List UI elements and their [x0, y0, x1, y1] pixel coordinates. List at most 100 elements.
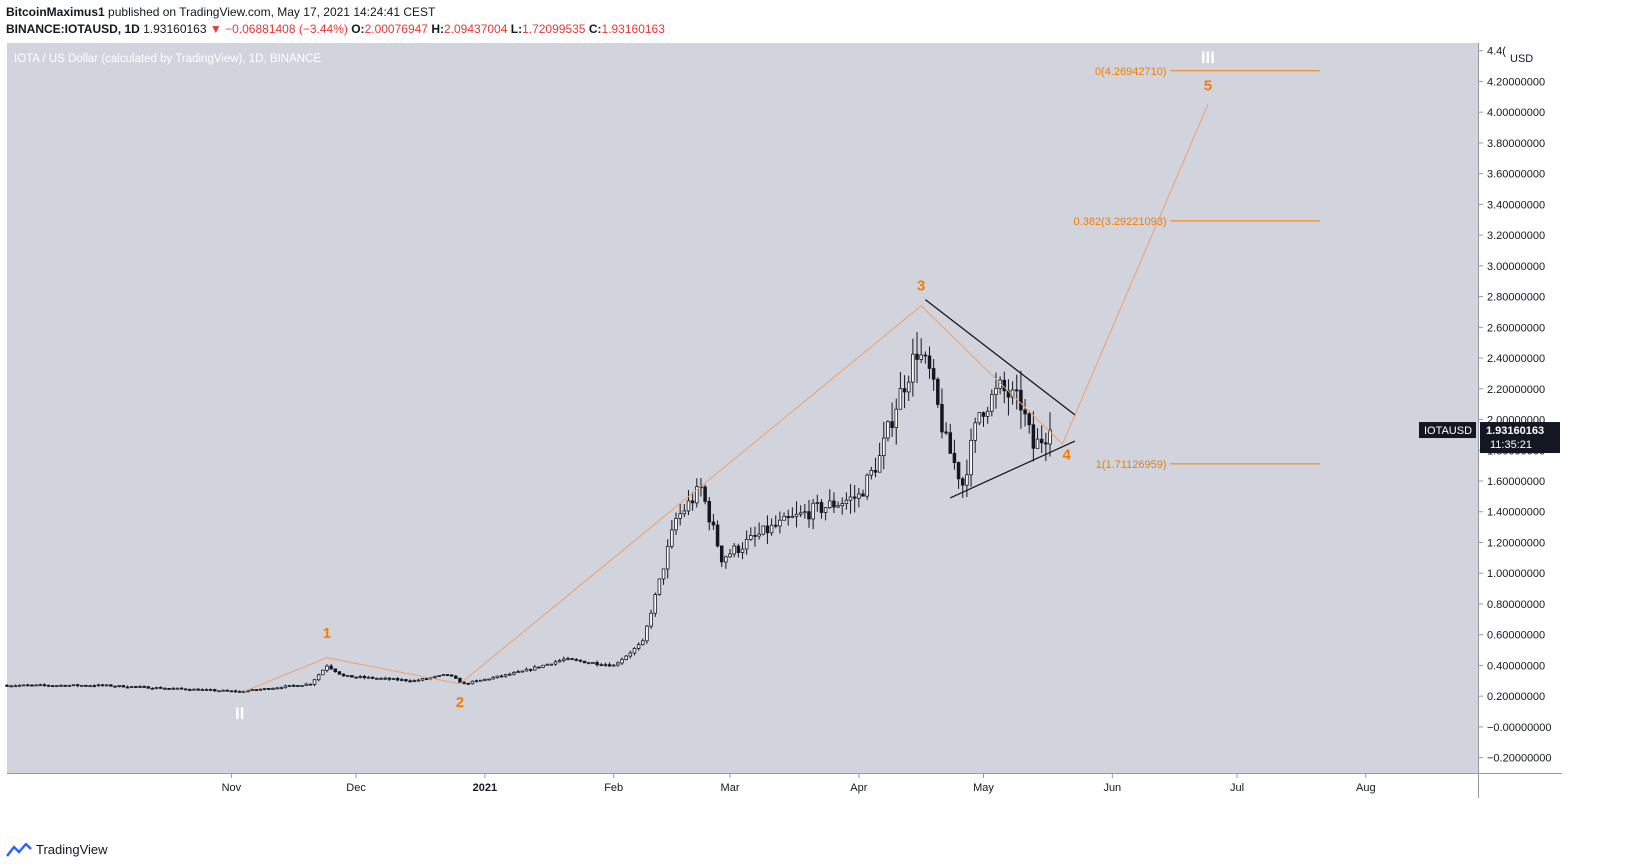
plot-pane[interactable]	[7, 43, 1478, 773]
candle-body	[786, 515, 790, 518]
candle-body	[167, 687, 171, 690]
candle-body	[158, 687, 163, 689]
wave-label: 2	[456, 694, 464, 711]
candle-body	[532, 666, 537, 671]
down-arrow-icon: ▼	[209, 22, 222, 36]
candle-body	[233, 690, 238, 693]
candle-body	[794, 513, 799, 517]
candle-body	[865, 474, 869, 497]
candle-body	[213, 689, 217, 692]
candle-body	[1044, 442, 1048, 445]
footer: TradingView	[6, 842, 108, 857]
candle-body	[773, 524, 778, 527]
candle-body	[557, 660, 562, 663]
wave-label: II	[235, 704, 244, 723]
candle-body	[902, 388, 907, 393]
y-tick-label: 0.60000000	[1487, 630, 1545, 642]
x-tick-label: Dec	[346, 782, 366, 794]
candle-body	[956, 462, 961, 480]
candle-body	[915, 353, 919, 360]
candle-body	[491, 677, 495, 680]
candle-body	[803, 511, 807, 514]
candle-body	[674, 518, 678, 531]
candle-body	[661, 568, 666, 580]
ohlc-line: BINANCE:IOTAUSD, 1D 1.93160163 ▼ −0.0688…	[6, 21, 665, 37]
tradingview-logo-icon	[6, 842, 32, 857]
candle-body	[21, 684, 26, 687]
candle-body	[873, 469, 878, 473]
candle-body	[545, 663, 549, 666]
candle-body	[88, 685, 92, 688]
candle-body	[512, 672, 516, 675]
candle-body	[134, 686, 138, 688]
wave-label: 1	[323, 625, 331, 642]
candle-body	[250, 689, 254, 692]
chart-title: IOTA / US Dollar (calculated by TradingV…	[14, 53, 321, 65]
candle-body	[549, 663, 554, 666]
wave-label: 4	[1062, 446, 1071, 463]
tradingview-brand[interactable]: TradingView	[36, 842, 108, 857]
candle-body	[358, 676, 362, 678]
candle-body	[782, 515, 786, 521]
candle-body	[171, 687, 175, 690]
candle-body	[146, 686, 151, 689]
candle-body	[790, 515, 795, 518]
candle-body	[869, 469, 874, 476]
candle-body	[246, 690, 250, 693]
candle-body	[740, 548, 745, 553]
candle-body	[553, 661, 558, 665]
candle-body	[433, 675, 437, 678]
candle-body	[595, 662, 599, 666]
candle-body	[624, 655, 628, 660]
candle-body	[836, 505, 840, 508]
candle-body	[454, 675, 458, 679]
y-tick-label: 3.60000000	[1487, 169, 1545, 181]
triangle-trendline[interactable]	[949, 440, 1076, 499]
candle-body	[142, 686, 146, 688]
y-tick-label: 4.4(	[1487, 46, 1506, 58]
candle-body	[59, 684, 63, 687]
candle-body	[30, 684, 34, 687]
fib-level-label: 0.382(3.29221093)	[1074, 216, 1167, 228]
candle-body	[445, 674, 450, 676]
candle-body	[832, 500, 836, 508]
candle-body	[607, 664, 612, 667]
candle-body	[940, 404, 944, 433]
triangle-trendline[interactable]	[924, 299, 1076, 416]
candle-body	[657, 578, 662, 596]
currency-label: USD	[1510, 53, 1533, 65]
candle-body	[478, 679, 483, 682]
candle-body	[208, 689, 213, 691]
author-name[interactable]: BitcoinMaximus1	[6, 5, 105, 19]
candle-body	[524, 668, 529, 672]
candle-body	[969, 439, 973, 476]
candle-body	[994, 387, 998, 395]
symbol-tag-label: IOTAUSD	[1424, 425, 1472, 437]
candle-body	[26, 684, 30, 687]
elliott-wave-path[interactable]	[243, 104, 1209, 692]
candle-body	[366, 676, 371, 679]
candle-body	[424, 678, 429, 680]
candle-body	[715, 524, 720, 547]
candle-body	[844, 499, 849, 504]
close-value: 1.93160163	[601, 22, 665, 36]
candle-body	[890, 421, 894, 428]
candle-body	[192, 688, 196, 691]
candle-body	[819, 502, 824, 513]
candle-body	[92, 685, 97, 688]
candle-body	[296, 685, 300, 687]
candle-body	[441, 674, 446, 676]
candle-body	[528, 668, 533, 671]
candle-body	[188, 689, 192, 691]
candle-body	[345, 675, 350, 677]
candle-body	[919, 354, 923, 360]
x-tick-label: Mar	[721, 782, 740, 794]
candle-body	[499, 675, 504, 678]
candle-body	[848, 496, 853, 501]
candle-body	[682, 510, 687, 515]
candle-body	[636, 644, 641, 649]
candle-body	[262, 688, 267, 690]
candle-body	[483, 678, 487, 681]
candle-body	[815, 502, 820, 504]
